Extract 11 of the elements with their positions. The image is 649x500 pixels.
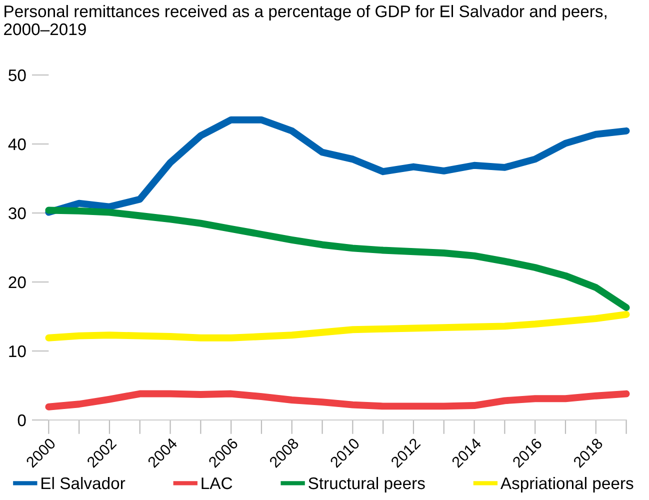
legend-label: Structural peers <box>308 476 425 492</box>
y-tick-label: 20 <box>8 276 26 288</box>
legend-label: El Salvador <box>42 476 126 490</box>
y-tick-label: 0 <box>18 414 26 426</box>
chart-title: Personal remittances received as a percentage of GDP for El Salvador and peers, 2000–2019 <box>4 5 606 36</box>
y-tick-label: 10 <box>9 345 26 358</box>
y-tick-label: 50 <box>8 69 26 82</box>
y-tick-label: 40 <box>8 138 26 150</box>
legend-label: Aspriational peers <box>500 476 634 492</box>
legend-label: LAC <box>202 477 232 490</box>
y-tick-label: 30 <box>8 207 26 220</box>
